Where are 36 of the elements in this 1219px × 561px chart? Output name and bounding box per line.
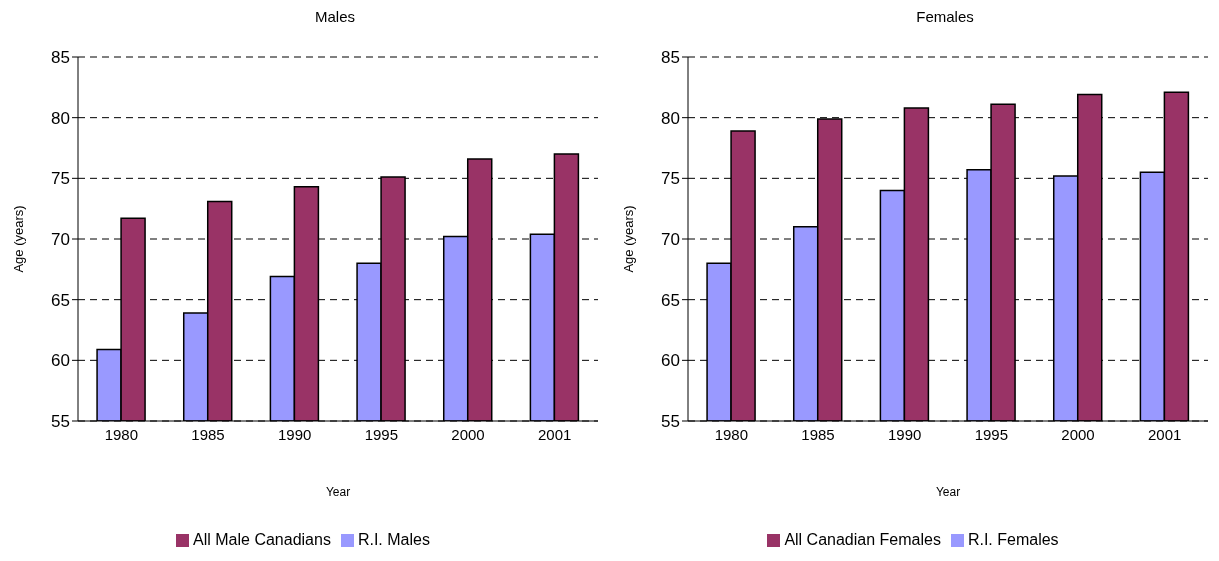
chart-title: Males <box>314 8 356 25</box>
y-tick-label: 65 <box>51 290 70 310</box>
x-tick-label: 1980 <box>104 425 139 443</box>
y-axis-title: Age (years) <box>10 205 26 273</box>
y-tick-label: 55 <box>51 412 70 432</box>
x-axis-title: Year <box>325 485 351 499</box>
y-tick-label: 65 <box>661 290 680 310</box>
y-tick-label: 60 <box>661 351 680 371</box>
y-axis-title: Age (years) <box>620 205 636 273</box>
y-tick-label: 75 <box>51 169 70 189</box>
y-tick-label: 70 <box>51 230 70 250</box>
y-tick-label: 70 <box>661 230 680 250</box>
y-tick-label: 85 <box>661 48 680 68</box>
y-tick-label: 80 <box>661 108 680 128</box>
y-tick-label: 60 <box>51 351 70 371</box>
x-tick-label: 1995 <box>974 425 1009 443</box>
x-tick-label: 2001 <box>1147 425 1182 443</box>
y-tick-label: 85 <box>51 48 70 68</box>
x-tick-label: 1990 <box>277 425 312 443</box>
x-tick-label: 2000 <box>1061 425 1095 443</box>
x-axis-title: Year <box>935 485 961 499</box>
chart-title: Females <box>915 8 975 25</box>
x-tick-label: 2000 <box>451 425 485 443</box>
x-tick-label: 1990 <box>887 425 922 443</box>
x-tick-label: 2001 <box>537 425 572 443</box>
legend-label: R.I. Males <box>357 531 430 548</box>
legend-label: All Canadian Females <box>784 531 941 548</box>
x-tick-label: 1980 <box>714 425 749 443</box>
legend-label: R.I. Females <box>967 531 1059 548</box>
x-tick-label: 1985 <box>801 425 835 443</box>
y-tick-label: 80 <box>51 108 70 128</box>
y-tick-label: 55 <box>661 412 680 432</box>
x-tick-label: 1995 <box>364 425 399 443</box>
x-tick-label: 1985 <box>191 425 225 443</box>
y-tick-label: 75 <box>661 169 680 189</box>
legend-label: All Male Canadians <box>193 531 331 548</box>
